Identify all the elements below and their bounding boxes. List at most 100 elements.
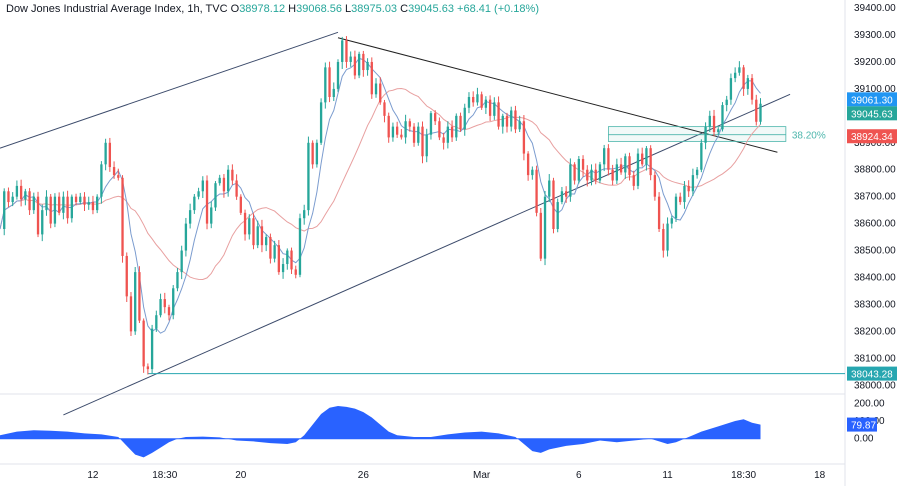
- candle-body: [641, 153, 644, 165]
- candle-body: [193, 196, 196, 211]
- open-label: O: [230, 3, 240, 15]
- candle-body: [708, 115, 711, 127]
- axes: 39400.0039300.0039200.0039100.0039000.00…: [87, 3, 896, 481]
- candle-body: [146, 366, 150, 370]
- candle-body: [96, 196, 99, 211]
- candle-body: [683, 185, 686, 203]
- candle-body: [79, 196, 82, 203]
- candle-body: [649, 148, 652, 176]
- candle-body: [645, 148, 648, 165]
- candle-body: [281, 264, 285, 273]
- candle-body: [134, 272, 137, 332]
- candle-body: [446, 126, 450, 143]
- candle-body: [476, 94, 479, 103]
- candle-body: [569, 164, 572, 197]
- fib-zone: 38.20%: [608, 126, 826, 142]
- low-value: 38975.03: [351, 3, 398, 15]
- candle-body: [594, 169, 597, 181]
- candle-body: [83, 196, 86, 205]
- candle-body: [679, 196, 682, 203]
- price-tick-label: 38900.00: [854, 138, 896, 149]
- candle-body: [666, 223, 669, 251]
- candle-body: [442, 137, 445, 143]
- candle-body: [235, 180, 238, 197]
- open-value: 38978.12: [239, 3, 286, 15]
- candle-body: [311, 142, 314, 165]
- price-badge: [847, 106, 897, 121]
- candle-body: [653, 175, 657, 197]
- candle-body: [214, 183, 217, 208]
- candle-body: [226, 169, 230, 192]
- candle-body: [277, 245, 281, 273]
- candle-body: [733, 72, 737, 79]
- candle-body: [493, 102, 496, 116]
- candle-body: [315, 142, 319, 165]
- candle-body: [577, 158, 580, 181]
- candle-body: [273, 245, 276, 259]
- high-value: 39068.56: [296, 3, 342, 15]
- chart-legend: Dow Jones Industrial Average Index, 1h, …: [6, 3, 539, 15]
- candle-body: [57, 196, 61, 213]
- candle-body: [480, 94, 483, 108]
- candle-body: [197, 191, 200, 197]
- low-label: L: [345, 3, 352, 15]
- candle-body: [298, 218, 302, 275]
- price-tick-label: 38100.00: [854, 353, 896, 364]
- candle-body: [556, 202, 559, 230]
- candle-body: [459, 115, 462, 130]
- candle-body: [19, 185, 23, 200]
- candle-body: [252, 218, 255, 246]
- candle-body: [729, 78, 733, 100]
- close-value: 39045.63: [408, 3, 454, 15]
- slow-ma-line: [0, 87, 761, 281]
- candle-body: [28, 191, 31, 211]
- candle-body: [167, 307, 171, 316]
- grid: [0, 0, 846, 486]
- fib-box: [608, 126, 787, 142]
- candle-body: [717, 129, 720, 133]
- candle-body: [112, 167, 116, 176]
- candle-body: [632, 175, 635, 186]
- oscillator-area: [0, 405, 761, 458]
- candle-body: [100, 164, 103, 197]
- candle-body: [455, 115, 458, 138]
- candle-body: [560, 191, 564, 203]
- candle-body: [429, 113, 433, 135]
- candle-body: [353, 56, 357, 76]
- change-value: +68.41 (+0.18%): [457, 3, 539, 15]
- candle-body: [505, 115, 509, 127]
- candle-body: [586, 169, 589, 181]
- candle-body: [125, 255, 128, 297]
- candle-body: [66, 196, 69, 219]
- price-badge: [847, 366, 897, 381]
- candle-body: [421, 126, 424, 157]
- candle-body: [738, 67, 741, 73]
- candle-body: [172, 288, 175, 316]
- candle-body: [243, 212, 247, 235]
- candle-body: [598, 164, 602, 181]
- candle-body: [438, 121, 441, 138]
- candle-body: [755, 99, 758, 122]
- candle-body: [552, 180, 555, 230]
- price-tick-label: 38500.00: [854, 246, 896, 257]
- candle-body: [231, 169, 234, 181]
- candle-body: [721, 105, 724, 130]
- candle-body: [3, 191, 6, 230]
- trend-channel: [0, 31, 845, 416]
- candle-body: [611, 169, 614, 181]
- time-tick-label: 11: [662, 470, 673, 481]
- price-tick-label: 39300.00: [854, 30, 896, 41]
- candle-body: [463, 107, 466, 130]
- candle-body: [91, 202, 95, 211]
- candle-body: [104, 142, 107, 165]
- time-tick-label: Mar: [473, 470, 491, 481]
- candle-body: [218, 177, 221, 184]
- candle-body: [759, 103, 762, 122]
- candle-body: [674, 196, 678, 219]
- candle-body: [121, 177, 124, 256]
- candle-body: [564, 191, 568, 197]
- candle-body: [391, 126, 395, 138]
- channel-upper-line: [0, 31, 339, 149]
